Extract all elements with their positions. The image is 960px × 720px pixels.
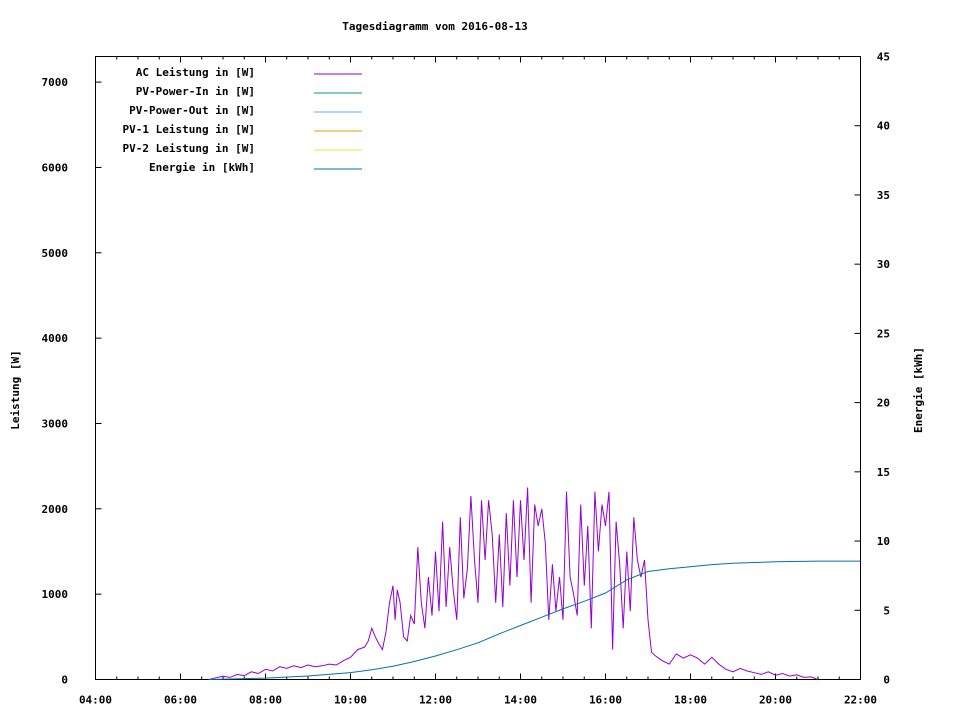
legend-label: PV-1 Leistung in [W] (123, 123, 255, 136)
y-tick-label: 4000 (42, 332, 69, 345)
x-tick-label: 20:00 (759, 694, 792, 707)
x-tick-label: 08:00 (249, 694, 282, 707)
legend-label: PV-Power-Out in [W] (129, 104, 255, 117)
chart-title: Tagesdiagramm vom 2016-08-13 (342, 20, 527, 33)
legend-label: PV-2 Leistung in [W] (123, 142, 255, 155)
x-tick-label: 16:00 (589, 694, 622, 707)
y2-tick-label: 10 (877, 535, 890, 548)
x-tick-label: 14:00 (504, 694, 537, 707)
x-tick-label: 10:00 (334, 694, 367, 707)
energie-series-line (208, 560, 861, 680)
legend-label: Energie in [kWh] (149, 161, 255, 174)
y-tick-label: 3000 (42, 417, 69, 430)
y-tick-label: 5000 (42, 247, 69, 260)
y2-tick-label: 25 (877, 327, 890, 340)
y-tick-label: 2000 (42, 503, 69, 516)
legend-label: PV-Power-In in [W] (136, 85, 255, 98)
ac-leistung-series-line (208, 487, 819, 680)
y2-tick-label: 5 (883, 604, 890, 617)
y2-tick-label: 40 (877, 120, 890, 133)
y-axis-ticks: 0 1000 2000 3000 4000 5000 6000 7000 (42, 76, 102, 687)
x-axis-ticks: 04:00 06:00 08:00 10:00 12:00 14:00 16:00 18:00… (79, 56, 877, 707)
x-tick-label: 12:00 (419, 694, 452, 707)
x-tick-label: 22:00 (844, 694, 877, 707)
y2-tick-label: 35 (877, 189, 890, 202)
legend: AC Leistung in [W] PV-Power-In in [W] PV-P… (123, 66, 362, 174)
y2-tick-label: 0 (883, 674, 890, 687)
x-tick-label: 06:00 (164, 694, 197, 707)
y-tick-label: 1000 (42, 588, 69, 601)
series-layer (208, 487, 861, 680)
y2-tick-label: 30 (877, 258, 890, 271)
y-tick-label: 0 (61, 674, 68, 687)
x-tick-label: 04:00 (79, 694, 112, 707)
y-tick-label: 6000 (42, 161, 69, 174)
y2-tick-label: 45 (877, 51, 890, 64)
legend-label: AC Leistung in [W] (136, 66, 255, 79)
y2-axis-label: Energie [kWh] (912, 347, 925, 433)
y2-tick-label: 15 (877, 466, 890, 479)
y2-tick-label: 20 (877, 397, 890, 410)
y-tick-label: 7000 (42, 76, 69, 89)
y-axis-label: Leistung [W] (9, 350, 22, 429)
x-tick-label: 18:00 (674, 694, 707, 707)
y2-axis-ticks: 0 5 10 15 20 25 30 35 40 45 (854, 51, 890, 687)
